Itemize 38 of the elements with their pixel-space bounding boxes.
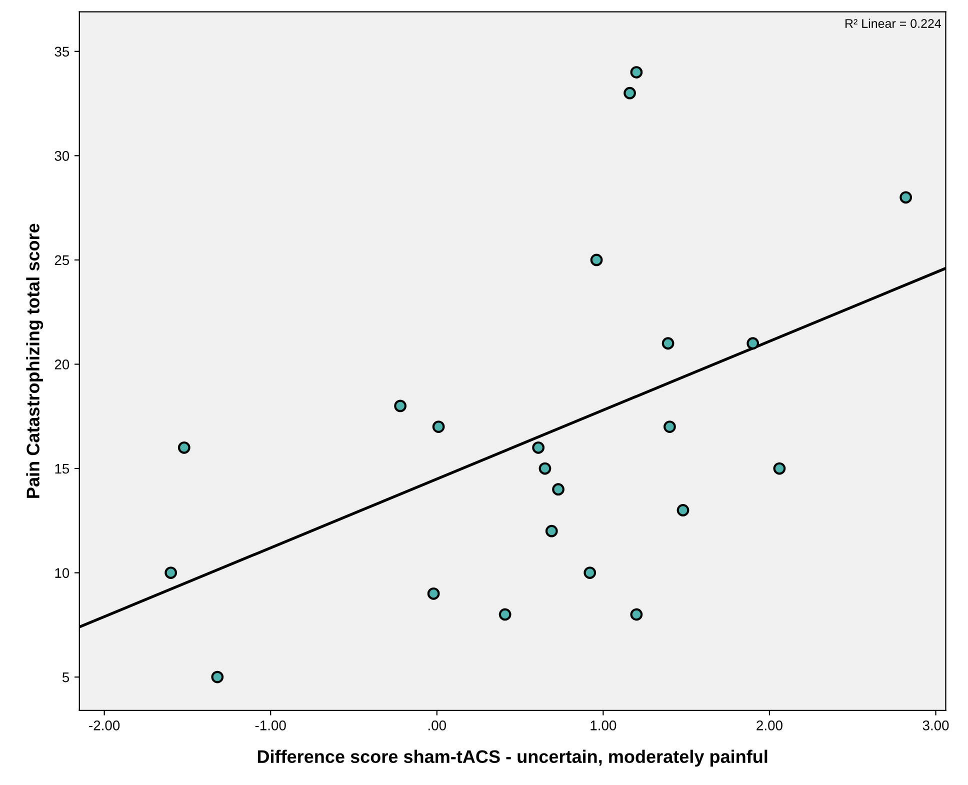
point xyxy=(532,441,545,454)
point xyxy=(773,462,786,475)
point xyxy=(630,608,643,621)
point xyxy=(552,483,564,496)
point xyxy=(164,566,178,579)
x-tick-label: 1.00 xyxy=(590,720,616,730)
y-tick-label: 30 xyxy=(54,151,70,161)
point xyxy=(178,441,190,454)
point xyxy=(427,587,440,600)
point xyxy=(746,337,760,350)
point xyxy=(900,191,912,204)
y-tick-label: 25 xyxy=(54,255,70,266)
x-tick-label: -2.00 xyxy=(89,720,120,730)
point xyxy=(664,420,676,433)
y-tick-label: 20 xyxy=(54,360,70,370)
x-axis-title: Difference score sham-tACS - uncertain, moderately painful xyxy=(258,750,768,767)
point xyxy=(432,420,445,433)
point xyxy=(676,504,690,516)
y-tick-label: 5 xyxy=(62,672,70,682)
y-tick-label: 10 xyxy=(55,568,70,578)
point xyxy=(498,608,512,621)
point xyxy=(662,337,674,350)
x-tick-label: -1.00 xyxy=(255,720,286,730)
y-tick-label: 35 xyxy=(54,46,70,57)
y-axis-title: Pain Catastrophizing total score xyxy=(26,224,44,498)
x-tick-label: 3.00 xyxy=(922,720,949,730)
point xyxy=(590,254,603,266)
x-tick-label: .00 xyxy=(428,720,446,730)
point xyxy=(538,462,552,475)
point xyxy=(630,66,643,78)
point xyxy=(211,670,224,684)
x-tick-label: 2.00 xyxy=(756,720,782,730)
annotation: R² Linear = 0.224 xyxy=(846,18,942,28)
point xyxy=(584,566,596,579)
point xyxy=(545,524,558,538)
point xyxy=(624,86,636,100)
y-tick-label: 15 xyxy=(55,464,70,474)
point xyxy=(394,400,407,412)
